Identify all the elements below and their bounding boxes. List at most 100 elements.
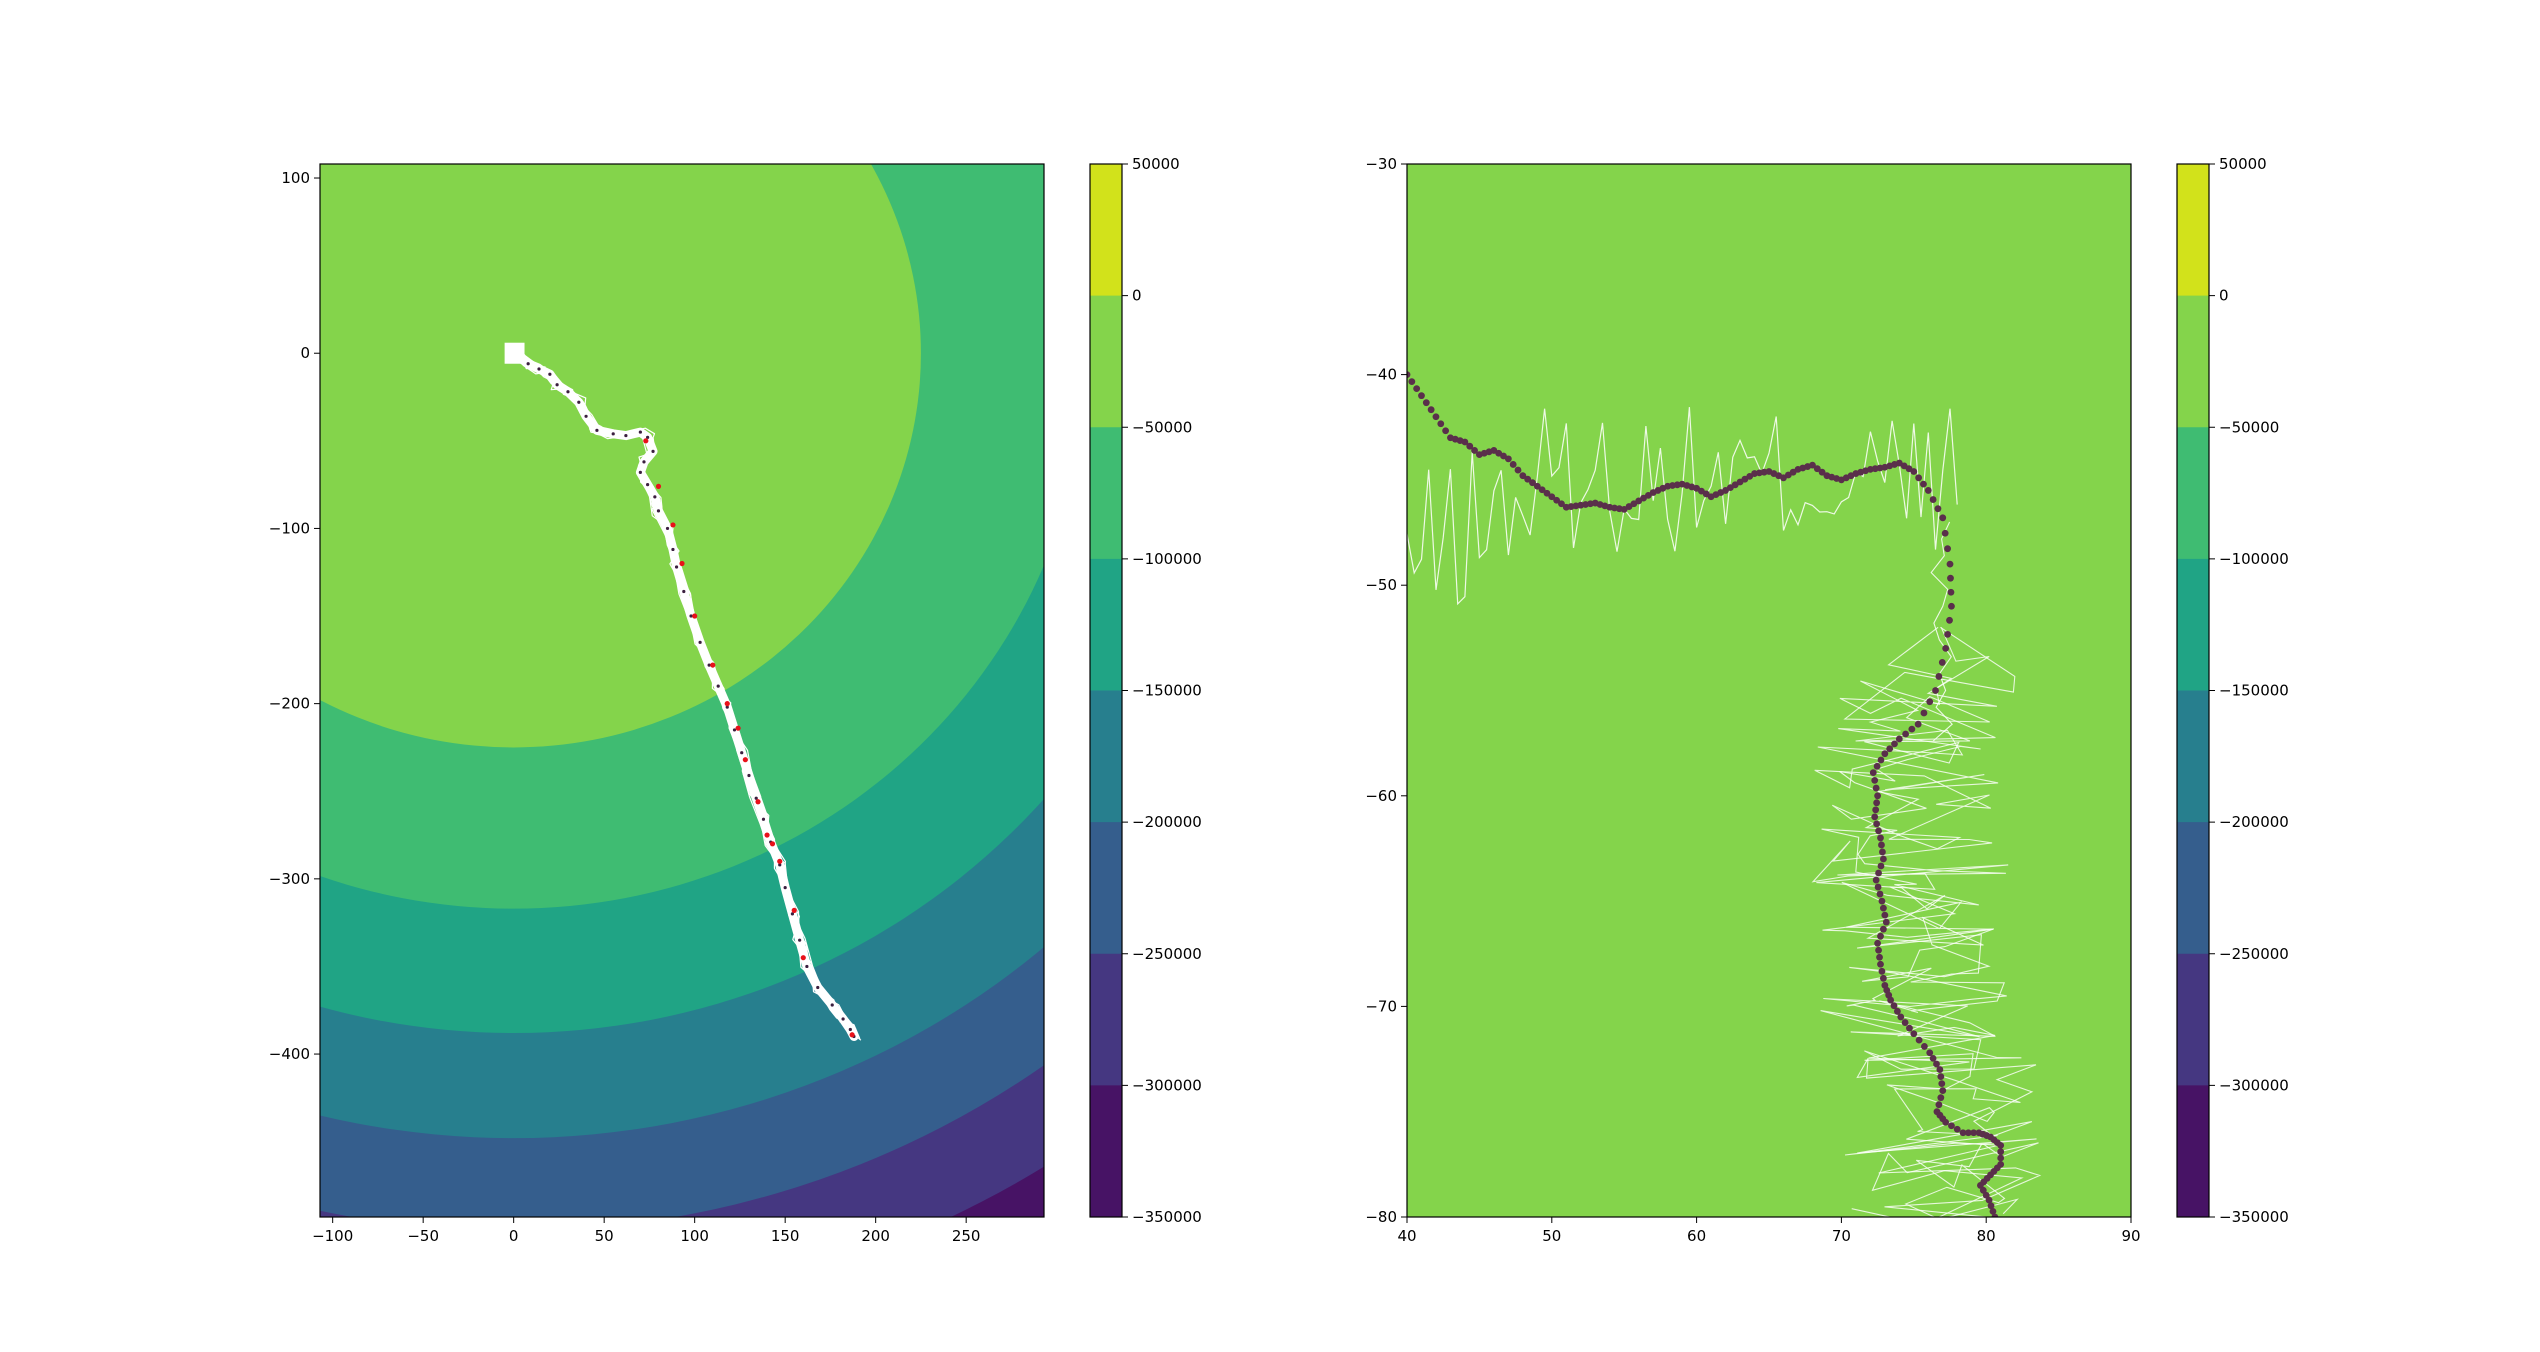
trajectory-point (1908, 725, 1916, 733)
trajectory-point (1418, 392, 1425, 400)
right-axis-y-tick-label: −70 (1365, 997, 1397, 1015)
trajectory-point (1879, 974, 1887, 982)
trajectory-point (1924, 487, 1932, 494)
right-colorbar-tick-label: −350000 (2219, 1208, 2289, 1226)
trajectory-point (1524, 475, 1532, 483)
trajectory-point (1538, 486, 1546, 494)
trajectory-point (698, 640, 702, 644)
contour-plot-area (1407, 164, 2131, 1217)
left-colorbar-tick-label: −150000 (1132, 682, 1202, 700)
trajectory-point (1929, 496, 1937, 503)
trajectory-point (1879, 925, 1887, 933)
trajectory-point (1877, 862, 1885, 870)
trajectory-point (1875, 869, 1882, 877)
trajectory-point (577, 400, 581, 404)
left-colorbar-band (1090, 164, 1122, 297)
trajectory-point (848, 1027, 852, 1032)
red-point (755, 799, 761, 805)
trajectory-point (1938, 1080, 1946, 1088)
trajectory-point (1548, 493, 1556, 501)
trajectory-point (1879, 848, 1886, 856)
right-axis-x-tick-label: 40 (1397, 1227, 1416, 1245)
right-axis-y-tick-label: −60 (1365, 787, 1397, 805)
trajectory-point (1944, 545, 1951, 553)
trajectory-point (1432, 413, 1440, 421)
trajectory-point (1877, 756, 1885, 764)
trajectory-point (1887, 996, 1895, 1004)
trajectory-point (1942, 1118, 1950, 1126)
left-colorbar-tick-label: 0 (1132, 287, 1142, 305)
trajectory-point (638, 430, 642, 434)
right-axis-x-tick-label: 60 (1687, 1227, 1706, 1245)
trajectory-point (1933, 1060, 1940, 1068)
trajectory-point (1926, 698, 1934, 706)
trajectory-point (1466, 442, 1474, 450)
trajectory-point (1871, 813, 1879, 821)
trajectory-point (1947, 574, 1954, 582)
trajectory-point (584, 414, 588, 418)
trajectory-point (1939, 514, 1947, 522)
trajectory-point (1543, 489, 1551, 497)
trajectory-point (1877, 834, 1884, 842)
noise-trace (1811, 626, 2039, 1217)
right-colorbar-tick-label: 50000 (2219, 155, 2267, 173)
red-point (791, 907, 797, 913)
trajectory-point (783, 886, 787, 890)
right-axis-x-tick-label: 80 (1977, 1227, 1996, 1245)
trajectory-point (1959, 1129, 1967, 1137)
trajectory-point (1938, 659, 1946, 666)
trajectory-point (1915, 474, 1923, 482)
trajectory-point (646, 435, 650, 439)
left-axis-x-tick-label: 200 (861, 1227, 890, 1245)
right-colorbar-tick-label: −50000 (2219, 418, 2279, 436)
left-colorbar-tick-label: −50000 (1132, 418, 1192, 436)
right-axis-y-tick-label: −80 (1365, 1208, 1397, 1226)
trajectory-point (656, 509, 661, 513)
trajectory-point (1869, 769, 1877, 777)
trajectory-point (1874, 939, 1881, 947)
trajectory-point (1947, 588, 1955, 596)
trajectory-point (1809, 461, 1816, 469)
left-axis-x-tick-label: −50 (407, 1227, 439, 1245)
trajectory-point (798, 938, 802, 942)
left-axis-y-tick-label: −100 (269, 519, 310, 537)
trajectory-point (1408, 378, 1416, 386)
trajectory-point (1875, 946, 1882, 954)
red-point (670, 522, 676, 528)
red-point (724, 701, 730, 707)
left-axis-y-tick-label: −200 (269, 695, 310, 713)
trajectory-point (841, 1017, 845, 1021)
trajectory-point (526, 362, 530, 366)
right-colorbar-band (2177, 1085, 2209, 1218)
trajectory-point (1558, 500, 1565, 508)
trajectory-point (1874, 883, 1882, 891)
right-axis-y-tick-label: −30 (1365, 155, 1397, 173)
trajectory-point (1504, 455, 1512, 463)
trajectory-point (1872, 784, 1880, 792)
trajectory-point (1878, 897, 1886, 905)
trajectory-point (1964, 1129, 1972, 1137)
trajectory-point (805, 964, 809, 969)
left-colorbar-band (1090, 558, 1122, 691)
trajectory-point (1893, 1007, 1901, 1015)
trajectory-point (651, 449, 655, 453)
trajectory-point (1914, 720, 1922, 728)
right-axis-frame (1406, 163, 2132, 1218)
right-axis-y-tick-label: −50 (1365, 576, 1397, 594)
trajectory-point (1879, 855, 1887, 863)
trajectory-point (1876, 953, 1883, 961)
trajectory-point (1873, 799, 1881, 807)
trajectory-point (674, 565, 679, 569)
right-colorbar-band (2177, 822, 2209, 955)
trajectory-point (1946, 560, 1954, 568)
trajectory-point (1929, 1054, 1937, 1062)
trajectory-point (747, 773, 751, 778)
left-colorbar-tick-label: −200000 (1132, 813, 1202, 831)
trajectory-point (566, 390, 570, 394)
right-colorbar-tick-label: −300000 (2219, 1076, 2289, 1094)
trajectory-point (1901, 1019, 1909, 1026)
left-axis-x-tick-label: 50 (595, 1227, 614, 1245)
trajectory-point (682, 589, 686, 594)
trajectory-point (1937, 1094, 1945, 1102)
left-colorbar-band (1090, 1085, 1122, 1218)
